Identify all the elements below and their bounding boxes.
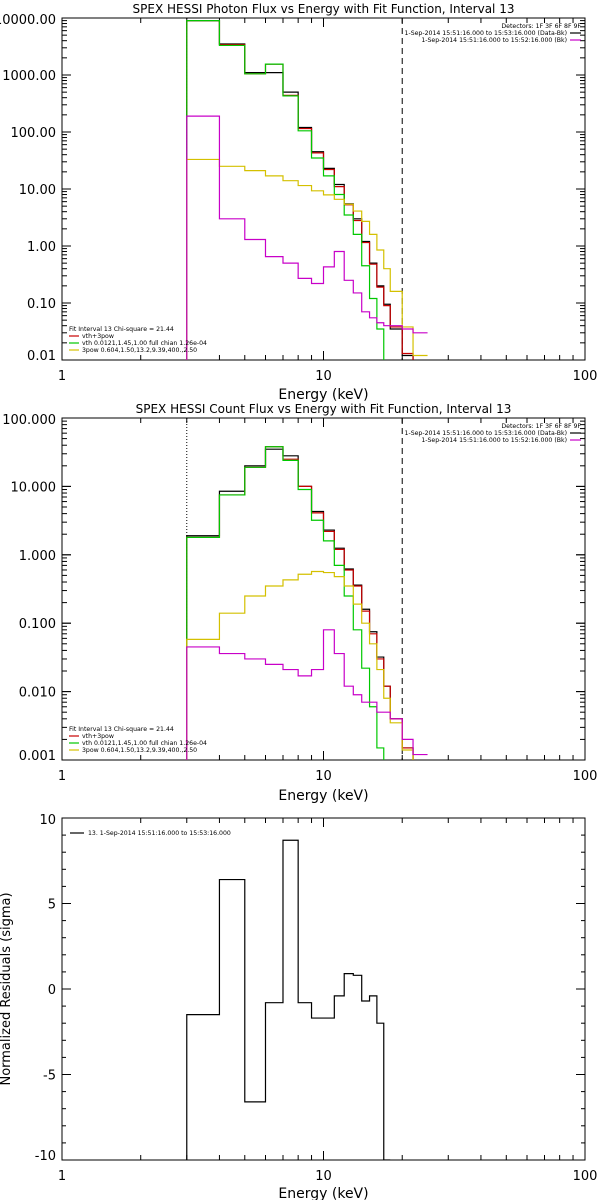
panel1-legend-bl-entry: vth 0.0121,1.45,1.00 full chian 1.26e-04 (82, 340, 207, 347)
panel2-y-tick-label: 0.010 (19, 686, 56, 701)
panel1-x-tick-label: 10 (315, 369, 332, 384)
panel1-x-tick-label: 1 (58, 369, 66, 384)
panel3-y-tick-label: 5 (48, 898, 56, 913)
panel2-legend-tr-header: Detectors: 1F 3F 6F 8F 9F (501, 423, 581, 430)
panel2-series-3pow (186, 570, 414, 760)
panel1-y-tick-label: 1.00 (27, 240, 56, 255)
panel2-x-tick-label: 1 (58, 769, 66, 784)
panel1-frame (61, 17, 586, 361)
panel1-y-tick-label: 100.00 (11, 126, 57, 141)
panel1-x-tick-label: 100 (573, 369, 598, 384)
panel3-legend-tl-entry: 13. 1-Sep-2014 15:51:16.000 to 15:53:16.… (88, 830, 231, 837)
panel1-y-tick-label: 1000.00 (2, 69, 56, 84)
panel2-series-bk (186, 629, 428, 760)
panel1-y-tick-label: 10.00 (19, 183, 56, 198)
panel1-legend-tr-header: Detectors: 1F 3F 6F 8F 9F (501, 23, 581, 30)
panel3-y-tick-label: -5 (43, 1069, 56, 1084)
panel1-series-vth (186, 20, 385, 360)
panel3-x-tick-label: 1 (58, 1169, 66, 1184)
panel2-legend-bl-entry: vth+3pow (82, 733, 114, 740)
panel2-legend-tr-entry: 1-Sep-2014 15:51:16.000 to 15:53:16.000 … (405, 430, 567, 437)
panel3-series-residuals (186, 839, 391, 1160)
panel1-series-vth-3pow (186, 20, 414, 360)
panel1-legend-tr-entry: 1-Sep-2014 15:51:16.000 to 15:52:16.000 … (421, 37, 567, 44)
panel2-y-tick-label: 1.000 (19, 549, 56, 564)
panel1-legend-bl-header: Fit Interval 13 Chi-square = 21.44 (69, 326, 174, 333)
panel3-y-axis-label: Normalized Residuals (sigma) (0, 892, 14, 1085)
panel2-y-tick-label: 0.001 (19, 749, 56, 764)
panel1-series-bk (186, 115, 428, 360)
panel1-series-3pow (186, 158, 428, 360)
panel1-legend-bl-entry: vth+3pow (82, 333, 114, 340)
panel1-legend-tr-entry: 1-Sep-2014 15:51:16.000 to 15:53:16.000 … (405, 30, 567, 37)
panel1-x-axis-label: Energy (keV) (278, 387, 368, 403)
panel3-y-tick-label: 10 (39, 813, 56, 828)
panel3-x-tick-label: 100 (573, 1169, 598, 1184)
panel1-y-tick-label: 10000.00 (0, 13, 56, 28)
panel1-title: SPEX HESSI Photon Flux vs Energy with Fi… (133, 2, 515, 16)
panel2-legend-bl-entry: vth 0.0121,1.45,1.00 full chian 1.26e-04 (82, 740, 207, 747)
panel2-legend-tr-entry: 1-Sep-2014 15:51:16.000 to 15:52:16.000 … (421, 437, 567, 444)
panel1-y-tick-label: 0.10 (27, 297, 56, 312)
panel2-x-tick-label: 10 (315, 769, 332, 784)
panel2-legend-bl-header: Fit Interval 13 Chi-square = 21.44 (69, 726, 174, 733)
panel3-y-tick-label: 0 (48, 983, 56, 998)
panel3-frame (61, 817, 586, 1161)
panel2-title: SPEX HESSI Count Flux vs Energy with Fit… (136, 402, 512, 416)
panel2-y-tick-label: 100.000 (2, 413, 56, 428)
panel1-series-data-bk (186, 20, 414, 360)
panel3-x-axis-label: Energy (keV) (278, 1186, 368, 1200)
panel2-y-tick-label: 10.000 (11, 480, 57, 495)
panel2-y-tick-label: 0.100 (19, 617, 56, 632)
panel2-x-axis-label: Energy (keV) (278, 788, 368, 804)
panel1-legend-bl-entry: 3pow 0.604,1.50,13.2,9.39,400.,2.50 (82, 347, 197, 354)
panel2-x-tick-label: 100 (573, 769, 598, 784)
panel2-series-vth (186, 446, 385, 760)
panel2-legend-bl-entry: 3pow 0.604,1.50,13.2,9.39,400.,2.50 (82, 747, 197, 754)
panel2-series-data-bk (186, 448, 414, 760)
panel1-y-tick-label: 0.01 (27, 349, 56, 364)
panel3-x-tick-label: 10 (315, 1169, 332, 1184)
panel2-frame (61, 417, 586, 761)
panel3-y-tick-label: -10 (35, 1149, 56, 1164)
